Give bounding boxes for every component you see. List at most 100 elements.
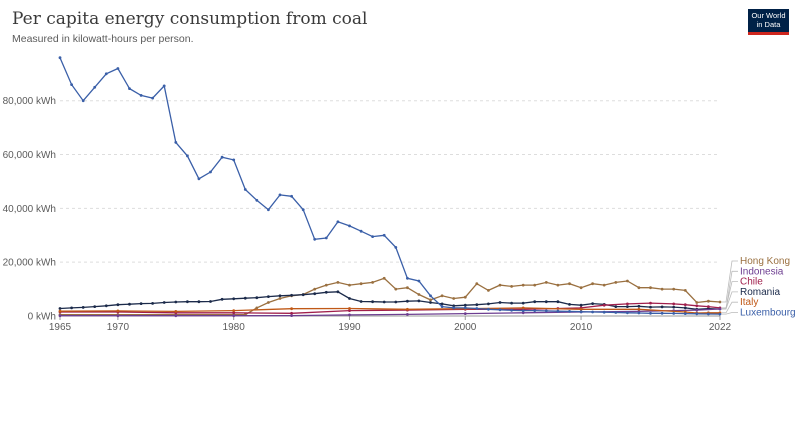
data-point <box>510 285 513 288</box>
data-point <box>162 84 166 88</box>
data-point <box>382 300 386 304</box>
data-point <box>58 307 62 310</box>
data-point <box>649 286 652 290</box>
data-point <box>626 311 629 315</box>
data-point <box>695 308 699 312</box>
data-point <box>243 188 247 191</box>
data-point <box>174 310 178 313</box>
data-point <box>301 293 305 297</box>
data-point <box>406 286 409 290</box>
x-tick-label: 1965 <box>49 322 72 333</box>
legend-label-chile: Chile <box>740 277 763 288</box>
data-point <box>556 283 560 287</box>
data-point <box>637 307 641 311</box>
data-point <box>406 313 409 316</box>
data-point <box>452 306 456 310</box>
data-point <box>290 311 293 315</box>
data-point <box>394 300 398 304</box>
legend-label-hong-kong: Hong Kong <box>740 256 790 267</box>
data-point <box>209 300 212 303</box>
series-romania <box>58 290 722 311</box>
data-point <box>313 292 317 296</box>
data-point <box>104 304 108 308</box>
data-point <box>324 236 328 240</box>
data-point <box>591 310 594 314</box>
data-point <box>579 310 583 314</box>
legend-label-luxembourg: Luxembourg <box>740 308 796 319</box>
logo-line-2: in Data <box>756 20 781 29</box>
data-point <box>510 301 513 305</box>
data-point <box>452 297 456 300</box>
data-point <box>348 297 351 300</box>
data-point <box>579 307 583 311</box>
data-point <box>463 303 467 307</box>
data-point <box>290 194 293 198</box>
data-point <box>197 300 201 304</box>
legend-connector <box>722 312 738 315</box>
data-point <box>197 177 201 181</box>
legend-connector <box>722 291 738 310</box>
data-point <box>232 314 236 318</box>
y-tick-label: 80,000 kWh <box>3 96 56 107</box>
data-point <box>544 309 548 313</box>
data-point <box>278 297 282 300</box>
data-point <box>139 94 143 97</box>
data-point <box>255 296 259 300</box>
data-point <box>672 287 676 291</box>
data-point <box>116 309 120 313</box>
data-point <box>718 307 722 311</box>
data-point <box>290 314 293 317</box>
data-point <box>359 282 363 286</box>
data-point <box>544 281 548 284</box>
data-point <box>151 96 155 100</box>
data-point <box>707 299 710 303</box>
data-point <box>683 306 687 310</box>
data-point <box>58 309 62 313</box>
data-point <box>186 300 189 304</box>
data-point <box>626 302 629 306</box>
data-point <box>336 281 340 284</box>
data-point <box>174 300 178 304</box>
data-point <box>683 312 687 315</box>
data-point <box>544 300 548 304</box>
data-point <box>371 235 374 239</box>
data-point <box>429 298 432 302</box>
data-point <box>429 301 432 304</box>
data-point <box>278 193 282 197</box>
data-point <box>626 279 629 283</box>
owid-logo[interactable]: Our World in Data <box>748 9 789 35</box>
data-point <box>521 306 525 310</box>
data-point <box>128 87 131 90</box>
data-point <box>602 310 606 314</box>
data-point <box>579 286 583 290</box>
data-point <box>139 302 143 305</box>
data-point <box>313 287 317 291</box>
data-point <box>614 305 618 308</box>
data-point <box>359 300 363 303</box>
data-point <box>649 305 652 309</box>
data-point <box>463 312 467 315</box>
legend-label-romania: Romania <box>740 287 780 298</box>
data-point <box>255 306 259 310</box>
data-point <box>463 295 467 299</box>
data-point <box>348 307 351 310</box>
data-point <box>116 314 120 318</box>
data-point <box>151 302 155 305</box>
data-point <box>382 276 386 280</box>
data-point <box>174 314 178 318</box>
data-point <box>556 300 560 304</box>
data-point <box>463 306 467 310</box>
data-point <box>174 141 178 144</box>
data-point <box>116 67 120 70</box>
y-tick-label: 40,000 kWh <box>3 204 56 215</box>
data-point <box>232 311 236 315</box>
data-point <box>93 305 97 308</box>
data-point <box>429 294 432 298</box>
data-point <box>637 304 641 308</box>
data-point <box>672 305 676 309</box>
data-point <box>521 283 525 287</box>
data-point <box>440 305 444 308</box>
y-tick-label: 60,000 kWh <box>3 150 56 161</box>
data-point <box>301 208 305 212</box>
data-point <box>521 301 525 305</box>
